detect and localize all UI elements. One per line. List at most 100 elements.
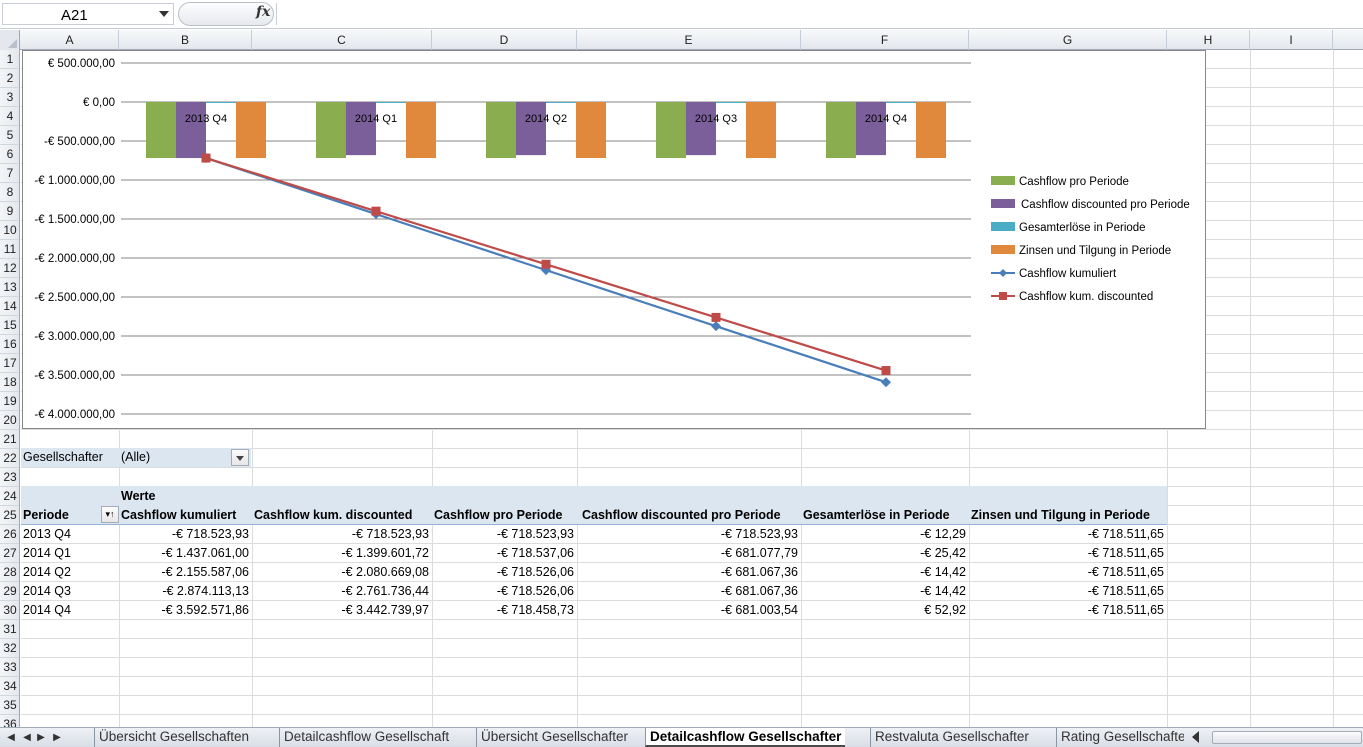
formula-bar-expander[interactable]: [178, 2, 274, 26]
pivot-value-cell[interactable]: -€ 681.077,79: [720, 546, 798, 560]
pivot-value-cell[interactable]: -€ 2.155.587,06: [161, 565, 249, 579]
row-header[interactable]: 13: [0, 278, 19, 297]
pivot-col-header[interactable]: Cashflow kumuliert: [121, 508, 237, 522]
row-header[interactable]: 36: [0, 715, 19, 727]
horizontal-scrollbar[interactable]: [1192, 731, 1362, 745]
pivot-value-cell[interactable]: -€ 1.399.601,72: [341, 546, 429, 560]
insert-function-icon[interactable]: fx: [256, 4, 271, 20]
scrollbar-thumb[interactable]: [1212, 731, 1362, 744]
pivot-periode-cell[interactable]: 2014 Q4: [23, 603, 71, 617]
pivot-periode-cell[interactable]: 2014 Q2: [23, 565, 71, 579]
row-header[interactable]: 10: [0, 221, 19, 240]
row-header[interactable]: 21: [0, 430, 19, 449]
pivot-col-header[interactable]: Cashflow kum. discounted: [254, 508, 413, 522]
pivot-value-cell[interactable]: -€ 681.067,36: [720, 584, 798, 598]
pivot-col-header[interactable]: Cashflow discounted pro Periode: [582, 508, 781, 522]
sheet-tab-uebersicht-gesellschafter[interactable]: Übersicht Gesellschafter: [476, 728, 632, 747]
column-header-a[interactable]: A: [21, 30, 119, 50]
column-header-c[interactable]: C: [252, 30, 432, 50]
combo-chart[interactable]: € 500.000,00 € 0,00 -€ 500.000,00 -€ 1.000.…: [22, 50, 1206, 429]
column-header-h[interactable]: H: [1167, 30, 1250, 50]
scroll-left-icon[interactable]: [1192, 731, 1199, 743]
row-header[interactable]: 23: [0, 468, 19, 487]
row-header[interactable]: 7: [0, 164, 19, 183]
row-header[interactable]: 4: [0, 107, 19, 126]
column-header-b[interactable]: B: [119, 30, 252, 50]
pivot-value-cell[interactable]: -€ 718.526,06: [496, 584, 574, 598]
filter-dropdown-button[interactable]: [231, 449, 249, 466]
row-header[interactable]: 24: [0, 487, 19, 506]
pivot-value-cell[interactable]: -€ 25,42: [920, 546, 966, 560]
row-header[interactable]: 22: [0, 449, 19, 468]
column-header-e[interactable]: E: [577, 30, 801, 50]
row-header[interactable]: 25: [0, 506, 19, 525]
row-header[interactable]: 2: [0, 69, 19, 88]
sheet-tab-detailcashflow-gesellschafter[interactable]: Detailcashflow Gesellschafter: [645, 728, 846, 747]
row-header[interactable]: 1: [0, 50, 19, 69]
last-sheet-icon[interactable]: ▶​: [53, 732, 61, 743]
pivot-value-cell[interactable]: -€ 718.523,93: [496, 527, 574, 541]
pivot-periode-cell[interactable]: 2014 Q1: [23, 546, 71, 560]
row-header[interactable]: 19: [0, 392, 19, 411]
pivot-value-cell[interactable]: -€ 718.523,93: [720, 527, 798, 541]
row-header[interactable]: 16: [0, 335, 19, 354]
pivot-col-header[interactable]: Gesamterlöse in Periode: [803, 508, 950, 522]
pivot-value-cell[interactable]: -€ 718.511,65: [1087, 603, 1164, 617]
name-box[interactable]: A21: [2, 3, 174, 25]
formula-input[interactable]: [276, 3, 1361, 25]
pivot-value-cell[interactable]: -€ 2.874.113,13: [162, 584, 249, 598]
pivot-filter-value[interactable]: (Alle): [121, 450, 151, 464]
pivot-value-cell[interactable]: -€ 681.003,54: [720, 603, 798, 617]
row-header[interactable]: 3: [0, 88, 19, 107]
pivot-value-cell[interactable]: -€ 1.437.061,00: [161, 546, 249, 560]
row-header[interactable]: 34: [0, 677, 19, 696]
pivot-value-cell[interactable]: -€ 14,42: [920, 584, 966, 598]
select-all-button[interactable]: [0, 30, 20, 50]
pivot-periode-cell[interactable]: 2013 Q4: [23, 527, 71, 541]
column-header-f[interactable]: F: [801, 30, 969, 50]
chevron-down-icon[interactable]: [159, 11, 169, 17]
row-header[interactable]: 17: [0, 354, 19, 373]
pivot-value-cell[interactable]: -€ 718.511,65: [1087, 565, 1164, 579]
row-header[interactable]: 20: [0, 411, 19, 430]
sheet-tab-restvaluta-gesellschafter[interactable]: Restvaluta Gesellschafter: [870, 728, 1033, 747]
row-header[interactable]: 9: [0, 202, 19, 221]
pivot-value-cell[interactable]: -€ 718.526,06: [496, 565, 574, 579]
column-header-g[interactable]: G: [969, 30, 1167, 50]
pivot-value-cell[interactable]: -€ 14,42: [920, 565, 966, 579]
sheet-tab-rating-gesellschafter[interactable]: Rating Gesellschafte: [1056, 728, 1184, 747]
pivot-value-cell[interactable]: -€ 718.511,65: [1087, 584, 1164, 598]
row-header[interactable]: 33: [0, 658, 19, 677]
row-header[interactable]: 11: [0, 240, 19, 259]
pivot-value-cell[interactable]: -€ 3.442.739,97: [341, 603, 429, 617]
pivot-value-cell[interactable]: -€ 718.537,06: [496, 546, 574, 560]
pivot-value-cell[interactable]: -€ 718.523,93: [171, 527, 249, 541]
pivot-value-cell[interactable]: -€ 2.761.736,44: [341, 584, 429, 598]
pivot-col-header[interactable]: Cashflow pro Periode: [434, 508, 563, 522]
row-header[interactable]: 18: [0, 373, 19, 392]
row-header[interactable]: 14: [0, 297, 19, 316]
first-sheet-icon[interactable]: ◀​: [7, 732, 15, 743]
row-header[interactable]: 6: [0, 145, 19, 164]
pivot-value-cell[interactable]: -€ 12,29: [920, 527, 966, 541]
sort-filter-icon[interactable]: ▾↑: [101, 506, 119, 523]
row-header[interactable]: 27: [0, 544, 19, 563]
row-header[interactable]: 32: [0, 639, 19, 658]
prev-sheet-icon[interactable]: ◀: [23, 732, 31, 743]
pivot-value-cell[interactable]: -€ 2.080.669,08: [341, 565, 429, 579]
row-header[interactable]: 26: [0, 525, 19, 544]
row-header[interactable]: 29: [0, 582, 19, 601]
row-header[interactable]: 35: [0, 696, 19, 715]
row-header[interactable]: 5: [0, 126, 19, 145]
row-header[interactable]: 8: [0, 183, 19, 202]
pivot-value-cell[interactable]: -€ 718.523,93: [351, 527, 429, 541]
row-header[interactable]: 31: [0, 620, 19, 639]
pivot-value-cell[interactable]: -€ 3.592.571,86: [161, 603, 249, 617]
sheet-tab-uebersicht-gesellschaften[interactable]: Übersicht Gesellschaften: [94, 728, 253, 747]
pivot-periode-cell[interactable]: 2014 Q3: [23, 584, 71, 598]
row-header[interactable]: 12: [0, 259, 19, 278]
pivot-value-cell[interactable]: € 52,92: [924, 603, 966, 617]
next-sheet-icon[interactable]: ▶: [37, 732, 45, 743]
pivot-value-cell[interactable]: -€ 718.511,65: [1087, 546, 1164, 560]
row-header[interactable]: 30: [0, 601, 19, 620]
